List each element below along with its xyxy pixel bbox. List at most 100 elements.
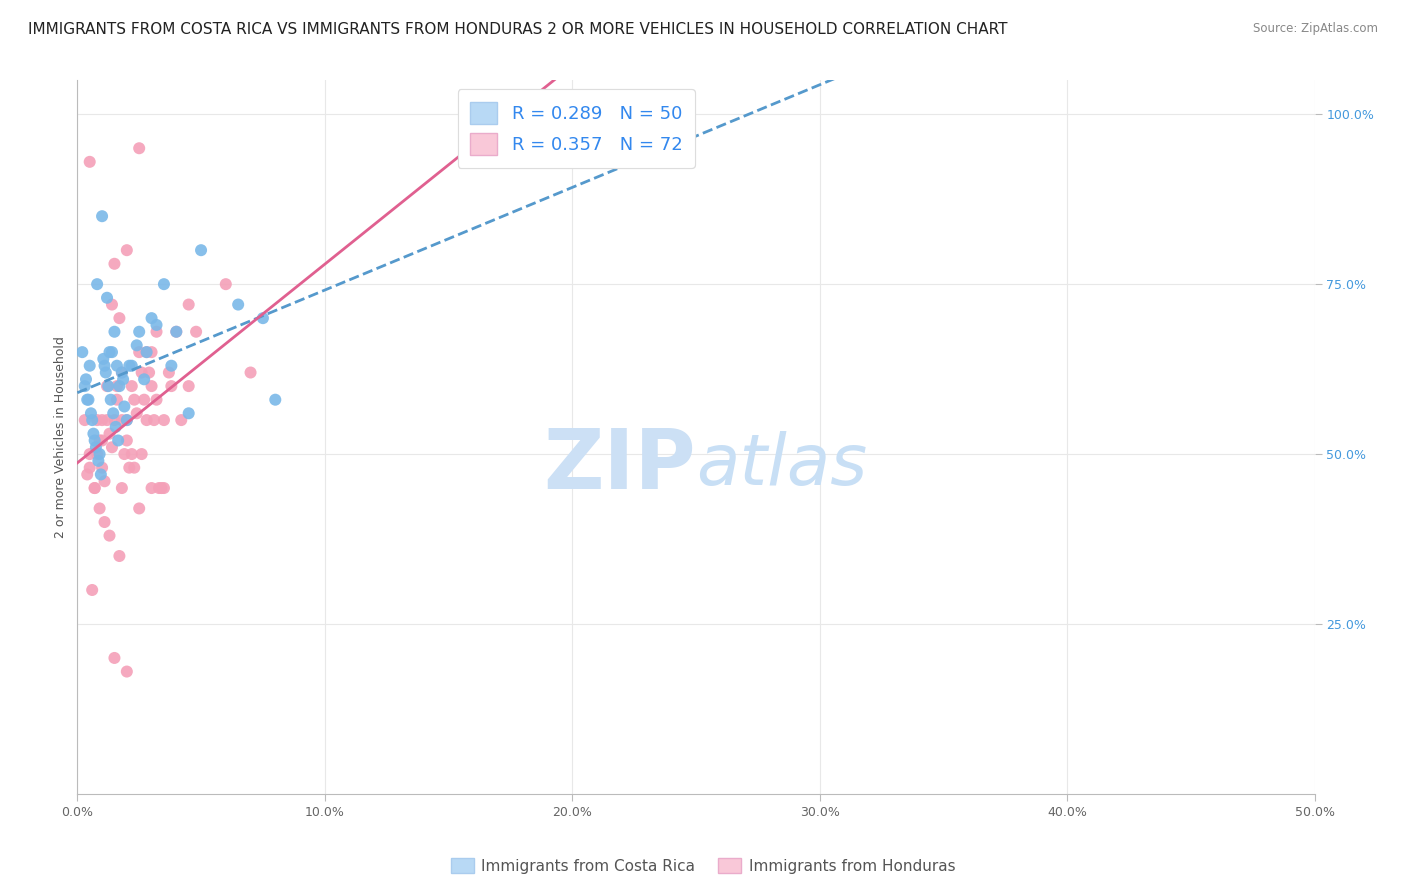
Point [115, 434, 138, 448]
Point [79, 359, 101, 373]
Point [157, 366, 180, 380]
Point [108, 379, 131, 393]
Point [83, 481, 105, 495]
Point [93, 515, 115, 529]
Point [153, 481, 176, 495]
Point [145, 392, 167, 407]
Point [215, 277, 238, 292]
Point [111, 366, 134, 380]
Point [128, 501, 150, 516]
Point [252, 311, 274, 326]
Point [98, 528, 121, 542]
Point [111, 366, 134, 380]
Point [264, 392, 287, 407]
Point [135, 413, 157, 427]
Point [89, 434, 111, 448]
Point [141, 379, 163, 393]
Point [108, 549, 131, 563]
Y-axis label: 2 or more Vehicles in Household: 2 or more Vehicles in Household [53, 336, 67, 538]
Point [98, 345, 121, 359]
Point [128, 141, 150, 155]
Point [170, 413, 193, 427]
Text: atlas: atlas [696, 431, 868, 500]
Point [115, 413, 138, 427]
Point [104, 420, 127, 434]
Point [121, 447, 143, 461]
Point [239, 366, 262, 380]
Point [103, 413, 125, 427]
Point [141, 481, 163, 495]
Point [134, 372, 156, 386]
Legend: R = 0.289   N = 50, R = 0.357   N = 72: R = 0.289 N = 50, R = 0.357 N = 72 [457, 89, 695, 168]
Point [101, 440, 124, 454]
Point [72, 345, 94, 359]
Point [108, 311, 131, 326]
Point [115, 665, 138, 679]
Point [118, 359, 141, 373]
Point [143, 413, 166, 427]
Point [86, 447, 108, 461]
Point [83, 481, 105, 495]
Point [111, 481, 134, 495]
Point [79, 460, 101, 475]
Point [91, 434, 114, 448]
Point [145, 325, 167, 339]
Point [112, 447, 135, 461]
Point [125, 338, 148, 352]
Point [153, 277, 176, 292]
Point [80, 406, 103, 420]
Point [96, 413, 118, 427]
Point [86, 413, 108, 427]
Point [75, 372, 97, 386]
Point [112, 372, 135, 386]
Text: IMMIGRANTS FROM COSTA RICA VS IMMIGRANTS FROM HONDURAS 2 OR MORE VEHICLES IN HOU: IMMIGRANTS FROM COSTA RICA VS IMMIGRANTS… [28, 22, 1008, 37]
Point [131, 366, 153, 380]
Point [160, 359, 183, 373]
Point [82, 582, 104, 597]
Point [76, 467, 98, 482]
Text: ZIP: ZIP [544, 425, 696, 506]
Point [190, 243, 212, 257]
Point [77, 392, 100, 407]
Point [115, 243, 138, 257]
Point [103, 325, 125, 339]
Point [105, 379, 128, 393]
Point [141, 345, 163, 359]
Point [111, 413, 134, 427]
Point [86, 277, 108, 292]
Point [134, 392, 156, 407]
Legend: Immigrants from Costa Rica, Immigrants from Honduras: Immigrants from Costa Rica, Immigrants f… [444, 852, 962, 880]
Point [105, 392, 128, 407]
Point [73, 413, 96, 427]
Point [118, 460, 141, 475]
Point [93, 475, 115, 489]
Point [100, 392, 122, 407]
Point [112, 400, 135, 414]
Point [103, 257, 125, 271]
Point [177, 297, 200, 311]
Point [160, 379, 183, 393]
Point [150, 481, 173, 495]
Point [153, 413, 176, 427]
Point [184, 325, 207, 339]
Point [148, 481, 170, 495]
Point [89, 447, 111, 461]
Point [91, 209, 114, 223]
Text: Source: ZipAtlas.com: Source: ZipAtlas.com [1253, 22, 1378, 36]
Point [90, 467, 112, 482]
Point [83, 434, 105, 448]
Point [91, 460, 114, 475]
Point [82, 426, 104, 441]
Point [165, 325, 187, 339]
Point [121, 379, 143, 393]
Point [128, 345, 150, 359]
Point [165, 325, 187, 339]
Point [122, 392, 145, 407]
Point [138, 366, 160, 380]
Point [128, 325, 150, 339]
Point [87, 454, 110, 468]
Point [101, 345, 124, 359]
Point [94, 366, 117, 380]
Point [115, 413, 138, 427]
Point [226, 297, 249, 311]
